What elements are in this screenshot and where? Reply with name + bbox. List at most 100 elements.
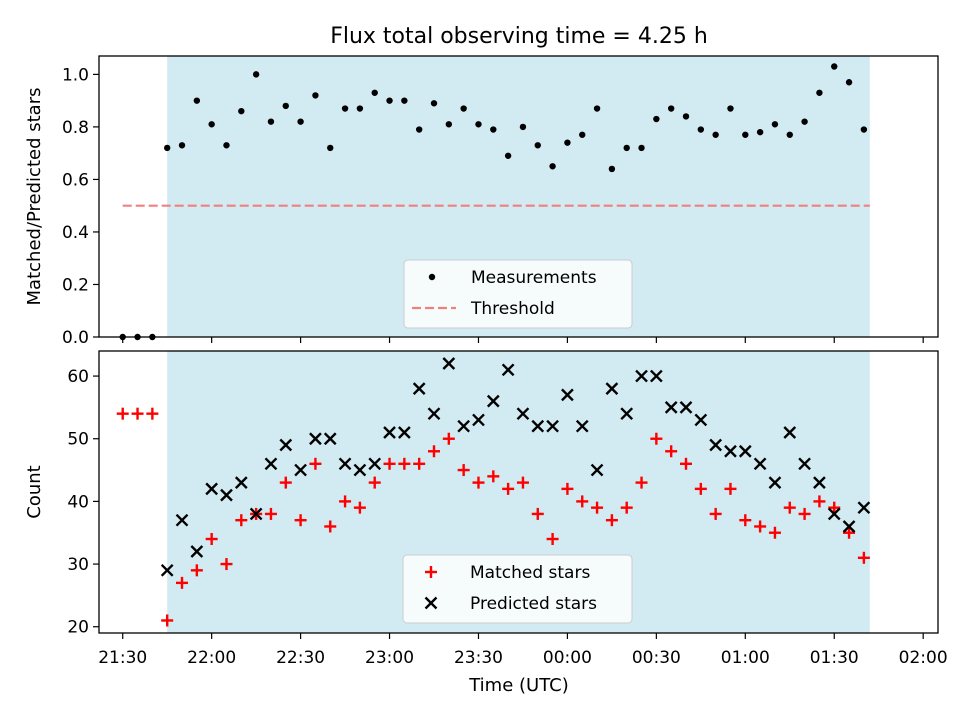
- matched-star-point: [176, 576, 189, 589]
- y-tick-label: 60: [67, 367, 89, 387]
- matched-star-point: [472, 476, 485, 489]
- predicted-star-point: [234, 476, 248, 489]
- x-tick-label: 22:00: [187, 648, 236, 668]
- matched-star-point: [813, 495, 826, 508]
- measurement-point: [608, 165, 616, 173]
- matched-star-point: [857, 551, 870, 564]
- matched-star-point: [635, 476, 648, 489]
- measurement-point: [564, 139, 571, 146]
- x-tick-label: 01:00: [721, 648, 770, 668]
- measurement-point: [401, 97, 408, 104]
- measurement-point: [845, 79, 853, 86]
- matched-star-point: [605, 514, 618, 527]
- predicted-star-point: [457, 419, 471, 433]
- matched-star-point: [783, 501, 796, 514]
- predicted-star-point: [486, 394, 500, 408]
- matched-star-point: [339, 495, 352, 508]
- predicted-star-point: [813, 476, 826, 489]
- predicted-star-point: [679, 401, 693, 414]
- matched-star-point: [516, 476, 529, 489]
- predicted-star-point: [768, 476, 782, 489]
- matched-star-point: [353, 501, 366, 514]
- measurement-point: [386, 97, 393, 104]
- predicted-star-point: [264, 457, 278, 471]
- legend-label: Threshold: [470, 299, 555, 319]
- predicted-star-point: [842, 520, 856, 533]
- matched-star-point: [546, 533, 559, 545]
- matched-star-point: [531, 507, 544, 520]
- predicted-star-point: [205, 482, 219, 496]
- measurement-point: [697, 126, 705, 133]
- predicted-star-point: [160, 563, 174, 577]
- measurement-point: [238, 107, 245, 115]
- predicted-star-point: [309, 432, 322, 446]
- legend-marker-plus: [425, 566, 437, 578]
- y-tick-label: 20: [67, 618, 89, 638]
- measurement-point: [638, 144, 645, 152]
- x-tick-label: 00:30: [632, 648, 681, 668]
- legend-label: Predicted stars: [470, 594, 597, 614]
- predicted-star-point: [427, 407, 441, 421]
- measurement-point: [667, 105, 675, 112]
- y-tick-label: 1.0: [62, 65, 89, 85]
- predicted-star-point: [738, 444, 752, 458]
- matched-star-point: [383, 457, 396, 470]
- matched-star-point: [116, 407, 129, 420]
- measurement-point: [430, 100, 438, 107]
- measurement-point: [593, 105, 601, 112]
- legend: Matched stars Predicted stars: [402, 554, 633, 624]
- measurement-point: [312, 92, 319, 99]
- matched-star-point: [739, 514, 752, 527]
- predicted-star-point: [472, 413, 485, 427]
- predicted-star-point: [620, 407, 634, 421]
- predicted-star-point: [220, 488, 233, 502]
- y-tick-label: 30: [67, 555, 89, 575]
- predicted-star-point: [857, 501, 871, 515]
- measurement-point: [623, 144, 630, 152]
- matched-star-point: [413, 457, 426, 470]
- matched-star-point: [279, 476, 292, 489]
- matched-star-point: [235, 514, 248, 527]
- matched-star-point: [694, 482, 707, 495]
- matched-star-point: [754, 520, 767, 533]
- x-tick-label: 23:00: [365, 648, 414, 668]
- matched-star-point: [620, 501, 633, 514]
- matched-star-point: [591, 501, 604, 514]
- measurement-point: [163, 144, 171, 152]
- measurement-point: [504, 152, 512, 159]
- measurement-point: [475, 121, 482, 128]
- y-axis-label: Count: [24, 465, 45, 518]
- predicted-star-point: [590, 463, 604, 477]
- measurement-point: [534, 142, 541, 149]
- matched-star-point: [368, 476, 381, 489]
- matched-star-point: [190, 564, 203, 577]
- matched-star-point: [131, 407, 144, 420]
- measurement-point: [371, 89, 378, 96]
- x-tick-label: 22:30: [276, 648, 325, 668]
- measurement-point: [771, 121, 779, 128]
- chart-title: Flux total observing time = 4.25 h: [330, 24, 708, 49]
- predicted-star-point: [664, 401, 678, 414]
- measurement-point: [415, 126, 423, 133]
- predicted-star-point: [546, 419, 559, 433]
- legend-label: Matched stars: [470, 563, 590, 583]
- predicted-star-point: [323, 432, 337, 446]
- matched-star-point: [650, 432, 663, 445]
- measurement-point: [297, 118, 304, 125]
- measurement-point: [712, 131, 719, 138]
- matched-star-point: [768, 526, 781, 539]
- measurement-point: [445, 121, 453, 128]
- matched-star-point: [324, 520, 337, 533]
- matched-star-point: [502, 482, 515, 495]
- predicted-star-point: [561, 388, 574, 402]
- measurement-point: [742, 131, 749, 138]
- matched-star-point: [309, 457, 322, 470]
- matched-star-point: [561, 482, 574, 495]
- predicted-star-point: [294, 463, 307, 477]
- measurement-point: [801, 118, 808, 125]
- ratio-panel: 0.0 0.2 0.4 0.6 0.8 1.0 Matched/Predicted star…: [24, 55, 939, 348]
- predicted-star-point: [724, 444, 737, 458]
- matched-star-point: [294, 514, 307, 527]
- predicted-star-point: [249, 507, 263, 521]
